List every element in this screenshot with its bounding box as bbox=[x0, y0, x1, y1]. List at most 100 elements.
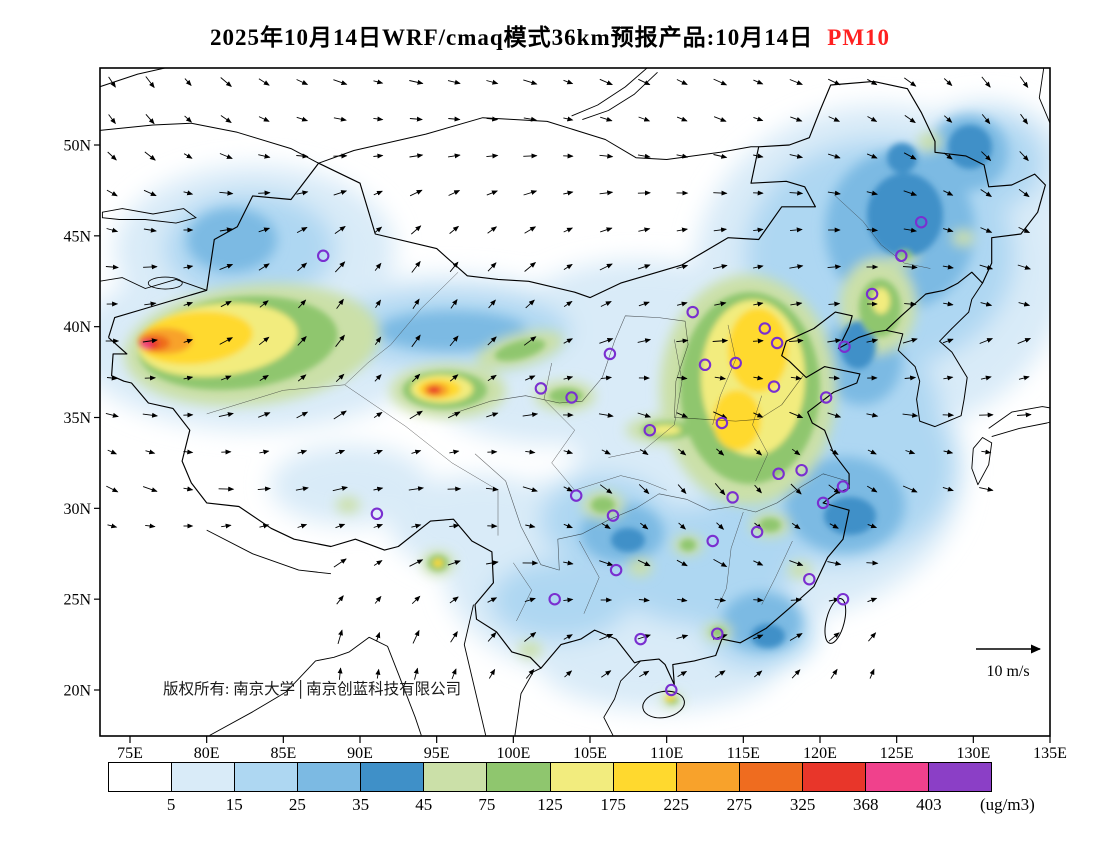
page-title: 2025年10月14日WRF/cmaq模式36km预报产品:10月14日 PM10 bbox=[0, 18, 1100, 52]
colorbar-cell-10 bbox=[739, 763, 803, 791]
lon-tick-label: 110E bbox=[650, 745, 683, 762]
wind-arrow bbox=[485, 486, 499, 492]
wind-arrow bbox=[1017, 337, 1032, 345]
pm10-field-blob bbox=[651, 425, 681, 435]
wind-arrow bbox=[1017, 412, 1032, 418]
wind-arrow bbox=[867, 116, 878, 122]
myanmar-boundary bbox=[463, 604, 487, 736]
lat-tick-label: 50N bbox=[63, 138, 91, 155]
lon-tick-label: 105E bbox=[573, 745, 607, 762]
pm10-field-blob bbox=[952, 230, 974, 246]
wind-arrow bbox=[753, 116, 764, 122]
station-marker bbox=[819, 391, 833, 404]
lake-balkhash bbox=[101, 208, 197, 224]
wind-arrow bbox=[712, 338, 729, 344]
wind-arrow bbox=[599, 78, 613, 86]
wind-arrow bbox=[637, 559, 651, 567]
wind-arrow bbox=[637, 412, 652, 418]
lon-tick-label: 90E bbox=[347, 745, 373, 762]
wind-arrow bbox=[563, 79, 574, 85]
wind-arrow bbox=[790, 301, 803, 307]
pm10-field-blob bbox=[713, 390, 761, 450]
wind-arrow bbox=[373, 411, 383, 418]
wind-scale-label: 10 m/s bbox=[986, 663, 1029, 680]
wind-arrow bbox=[563, 116, 574, 122]
pm10-field-blob bbox=[867, 173, 943, 257]
colorbar-cell-1 bbox=[172, 763, 236, 791]
wind-arrow bbox=[258, 336, 270, 346]
pm10-field-blob bbox=[518, 642, 542, 658]
wind-arrow bbox=[487, 226, 498, 234]
wind-arrow bbox=[449, 523, 460, 529]
wind-arrow bbox=[827, 190, 841, 196]
wind-arrow bbox=[599, 263, 613, 271]
wind-arrow bbox=[413, 667, 419, 680]
wind-arrow bbox=[449, 261, 459, 273]
pm10-field-blob bbox=[948, 125, 992, 169]
wind-arrow bbox=[183, 375, 194, 381]
wind-arrow bbox=[259, 374, 269, 381]
wind-arrow bbox=[374, 262, 382, 271]
wind-arrow bbox=[866, 190, 878, 196]
wind-arrow bbox=[105, 412, 119, 418]
pm10-field-blob bbox=[141, 341, 151, 349]
pm10-field-blob bbox=[898, 250, 912, 260]
wind-arrow bbox=[563, 227, 574, 233]
wind-arrow bbox=[599, 633, 614, 641]
wind-arrow bbox=[258, 153, 271, 159]
wind-arrow bbox=[754, 448, 763, 456]
wind-arrow bbox=[676, 634, 689, 640]
wind-arrow bbox=[827, 338, 842, 344]
wind-arrow bbox=[638, 227, 651, 233]
wind-arrow bbox=[902, 412, 919, 418]
wind-arrow bbox=[487, 336, 497, 346]
title-main: 2025年10月14日WRF/cmaq模式36km预报产品:10月14日 bbox=[209, 25, 814, 50]
station-marker bbox=[534, 382, 548, 395]
wind-arrow bbox=[258, 116, 270, 122]
lon-tick-label: 135E bbox=[1033, 745, 1067, 762]
wind-arrow bbox=[373, 486, 384, 492]
wind-arrow bbox=[411, 373, 421, 383]
wind-arrow bbox=[487, 262, 497, 272]
colorbar-units: (ug/m3) bbox=[980, 795, 1035, 814]
wind-arrow bbox=[827, 264, 842, 270]
station-marker bbox=[767, 380, 781, 393]
wind-arrow bbox=[487, 597, 498, 603]
wind-arrow bbox=[486, 412, 499, 418]
wind-arrow bbox=[789, 633, 803, 641]
wind-arrow bbox=[904, 301, 917, 307]
wind-arrow bbox=[790, 483, 802, 495]
wind-arrow bbox=[828, 116, 841, 122]
wind-arrow bbox=[676, 301, 688, 307]
wind-arrow bbox=[563, 523, 573, 529]
wind-arrow bbox=[902, 485, 918, 493]
wind-arrow bbox=[563, 263, 573, 270]
station-marker bbox=[836, 480, 850, 493]
lon-tick-label: 85E bbox=[270, 745, 296, 762]
wind-arrow bbox=[827, 153, 841, 159]
wind-arrow bbox=[828, 301, 841, 307]
wind-arrow bbox=[297, 449, 308, 455]
title-pollutant: PM10 bbox=[827, 25, 891, 50]
wind-arrow bbox=[373, 523, 384, 529]
wind-arrow bbox=[827, 560, 842, 566]
station-marker bbox=[548, 592, 561, 606]
wind-arrow bbox=[486, 79, 499, 85]
wind-arrow bbox=[714, 483, 726, 496]
lon-tick-label: 115E bbox=[727, 745, 760, 762]
wind-arrow bbox=[676, 559, 688, 567]
wind-arrow bbox=[714, 597, 727, 603]
colorbar-cell-7 bbox=[550, 763, 614, 791]
wind-arrow bbox=[713, 559, 728, 567]
wind-arrow bbox=[183, 153, 193, 159]
wind-arrow bbox=[1020, 113, 1028, 125]
province-boundary bbox=[752, 395, 769, 482]
wind-arrow bbox=[979, 264, 994, 270]
wind-arrow bbox=[868, 632, 877, 642]
wind-arrow bbox=[447, 79, 461, 85]
wind-arrow bbox=[943, 301, 954, 307]
wind-arrow bbox=[752, 338, 764, 344]
wind-arrow bbox=[979, 338, 994, 344]
wind-arrow bbox=[296, 116, 309, 122]
wind-arrow bbox=[525, 449, 536, 455]
